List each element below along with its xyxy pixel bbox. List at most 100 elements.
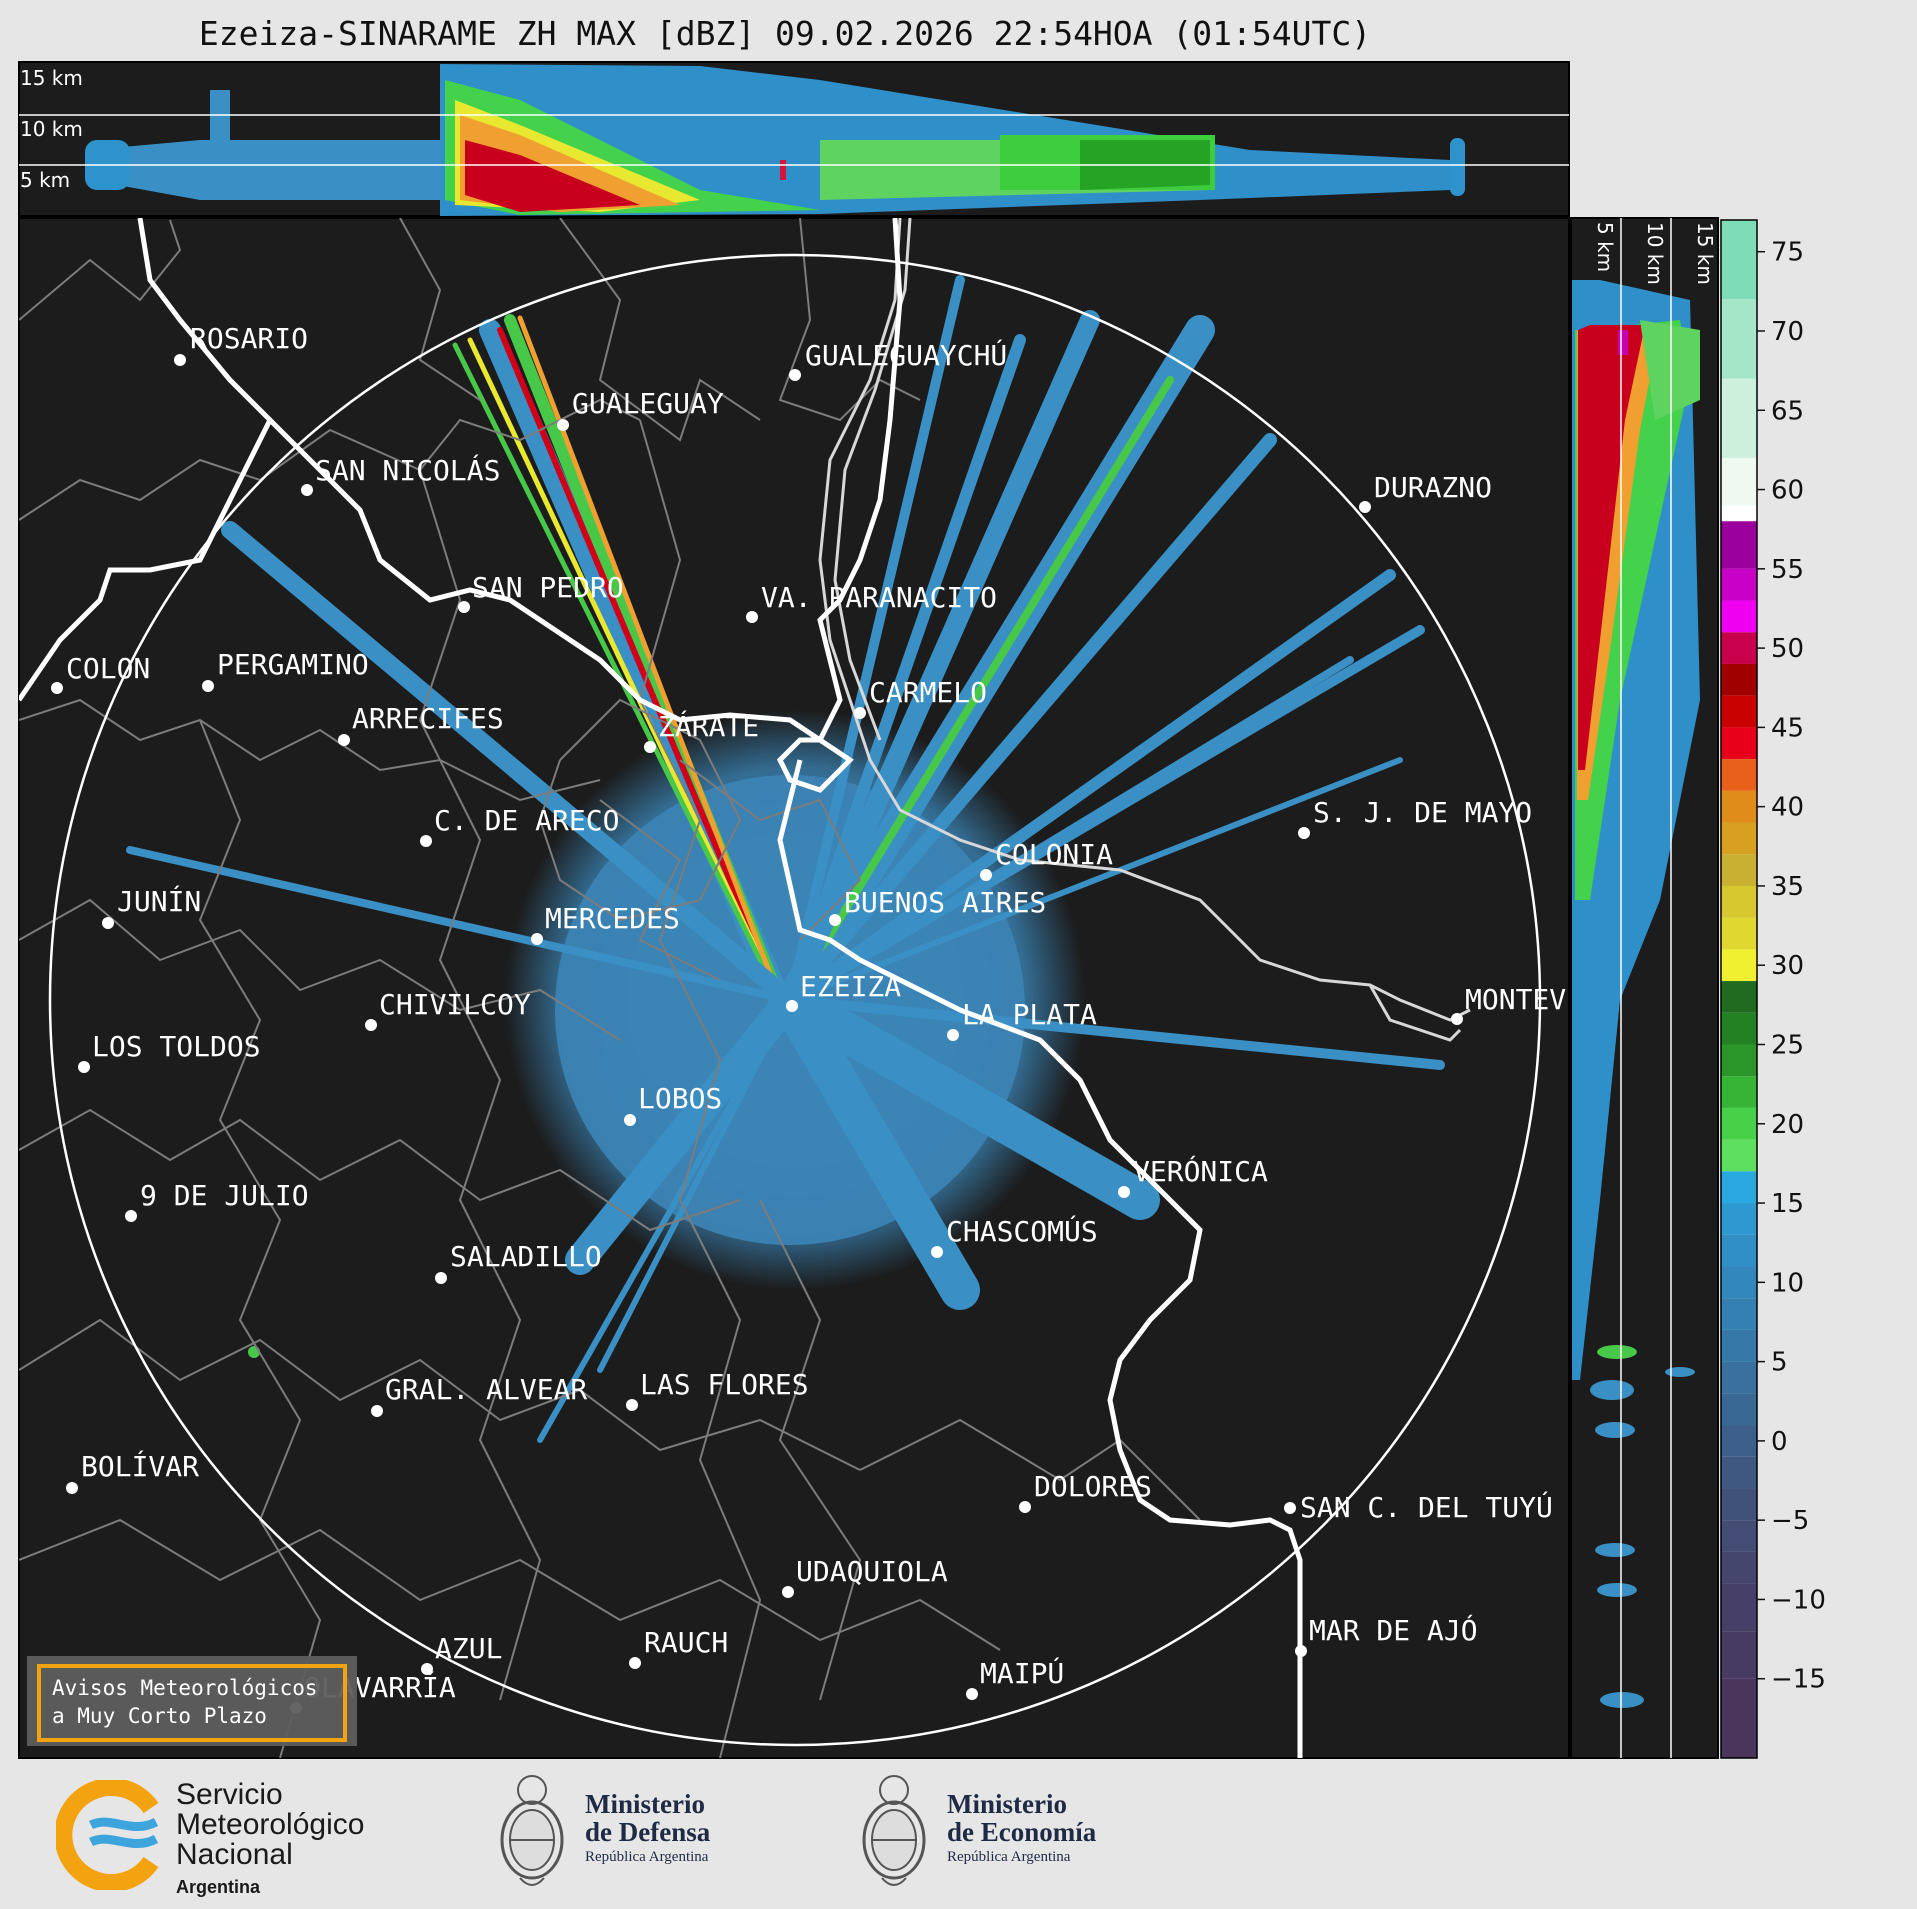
colorbar-band (1721, 568, 1757, 601)
country-borders (19, 218, 1303, 1758)
colorbar-band (1721, 600, 1757, 633)
colorbar-band (1721, 1076, 1757, 1108)
colorbar-band (1721, 1329, 1757, 1362)
city-label: JUNÍN (117, 884, 201, 918)
city-label: GUALEGUAY (572, 387, 724, 420)
side-level-label: 10 km (1643, 222, 1667, 285)
notice-box[interactable]: Avisos Meteorológicos a Muy Corto Plazo (27, 1656, 357, 1746)
colorbar-tick-label: −15 (1771, 1665, 1826, 1695)
city-label: CHIVILCOY (379, 988, 531, 1021)
colorbar-tick-label: 70 (1771, 317, 1804, 347)
coat-of-arms-icon (500, 1775, 564, 1886)
colorbar-band (1721, 378, 1757, 458)
radar-map: ROSARIO GUALEGUAYCHÚ GUALEGUAY SAN NICOL… (18, 217, 1570, 1759)
smn-line-4: Argentina (176, 1877, 261, 1897)
city-label: AZUL (435, 1632, 502, 1665)
smn-line-2: Meteorológico (176, 1808, 365, 1841)
defensa-line-2: de Defensa (585, 1817, 711, 1847)
city-label: LA PLATA (962, 998, 1097, 1031)
city-label: PERGAMINO (217, 648, 369, 681)
colorbar-band (1721, 220, 1757, 300)
city-label: GRAL. ALVEAR (385, 1373, 587, 1406)
colorbar-tick-label: 30 (1771, 951, 1804, 981)
top-level-label: 10 km (20, 117, 83, 141)
colorbar-band (1721, 1107, 1757, 1140)
colorbar-band (1721, 822, 1757, 855)
colorbar-band (1721, 457, 1757, 506)
city-label: MERCEDES (545, 902, 680, 935)
coastline (818, 218, 1471, 1042)
colorbar-band (1721, 1298, 1757, 1330)
colorbar-band (1721, 981, 1757, 1013)
range-ring (48, 253, 1542, 1747)
colorbar-tick-label: 5 (1771, 1348, 1788, 1378)
city-label: DURAZNO (1374, 471, 1492, 504)
city-label: UDAQUIOLA (796, 1555, 948, 1588)
echo-rays (126, 275, 1445, 1443)
colorbar-band (1721, 1203, 1757, 1235)
defensa-logo: Ministerio de Defensa República Argentin… (490, 1768, 820, 1898)
city-label: LOBOS (638, 1082, 722, 1115)
chart-title: Ezeiza-SINARAME ZH MAX [dBZ] 09.02.2026 … (198, 14, 1372, 53)
colorbar-tick-label: 40 (1771, 793, 1804, 823)
city-label: VERÓNICA (1133, 1154, 1268, 1188)
city-label: ZÁRATE (658, 709, 759, 743)
city-label: LAS FLORES (640, 1368, 809, 1401)
colorbar-band (1721, 917, 1757, 950)
city-label: COLON (66, 652, 150, 685)
smn-logo: Servicio Meteorológico Nacional Argentin… (56, 1778, 376, 1897)
colorbar-band (1721, 1520, 1757, 1552)
city-label: CARMELO (869, 676, 987, 709)
economia-line-3: República Argentina (947, 1849, 1071, 1865)
smn-line-1: Servicio (176, 1778, 283, 1811)
colorbar-band (1721, 1044, 1757, 1077)
colorbar-tick-label: 0 (1771, 1427, 1788, 1457)
economia-logo: Ministerio de Economía República Argenti… (852, 1768, 1182, 1898)
city-label: VA. PARANACITO (761, 581, 997, 614)
colorbar-band (1721, 1266, 1757, 1299)
colorbar-band (1721, 1171, 1757, 1204)
colorbar-band (1721, 885, 1757, 918)
defensa-line-3: República Argentina (585, 1849, 709, 1865)
city-label: SALADILLO (450, 1240, 602, 1273)
colorbar-band (1721, 1012, 1757, 1045)
colorbar-tick-label: 60 (1771, 476, 1804, 506)
colorbar-band (1721, 695, 1757, 728)
city-label: GUALEGUAYCHÚ (805, 338, 1007, 372)
city-label: COLONIA (995, 838, 1113, 871)
colorbar-tick-label: 10 (1771, 1268, 1804, 1298)
defensa-line-1: Ministerio (585, 1789, 705, 1819)
city-label: LOS TOLDOS (92, 1030, 261, 1063)
colorbar-band (1721, 1631, 1757, 1679)
notice-line-1: Avisos Meteorológicos (52, 1676, 318, 1700)
city-label: BUENOS AIRES (844, 886, 1046, 919)
notice-line-2: a Muy Corto Plazo (52, 1704, 267, 1728)
colorbar-tick-label: 35 (1771, 872, 1804, 902)
city-markers: ROSARIO GUALEGUAYCHÚ GUALEGUAY SAN NICOL… (51, 322, 1566, 1714)
colorbar-band (1721, 663, 1757, 696)
top-cross-section-panel: 15 km 10 km 5 km (18, 61, 1570, 217)
city-label: ROSARIO (190, 322, 308, 355)
smn-emblem-icon (56, 1780, 159, 1890)
city-label: BOLÍVAR (81, 1449, 199, 1483)
city-label: C. DE ARECO (434, 804, 619, 837)
city-label: 9 DE JULIO (140, 1179, 309, 1212)
economia-line-2: de Economía (947, 1817, 1097, 1847)
colorbar-band (1721, 1678, 1757, 1758)
colorbar-tick-label: 75 (1771, 238, 1804, 268)
colorbar-band (1721, 727, 1757, 760)
city-label: S. J. DE MAYO (1313, 796, 1532, 829)
colorbar-band (1721, 299, 1757, 379)
city-label: MAIPÚ (980, 1656, 1064, 1690)
colorbar-tick-label: 15 (1771, 1189, 1804, 1219)
department-borders (19, 218, 1201, 1758)
colorbar-band (1721, 1456, 1757, 1489)
colorbar-band (1721, 1583, 1757, 1632)
city-label: SAN NICOLÁS (315, 453, 500, 487)
city-label: ARRECIFES (352, 702, 504, 735)
side-cross-section-panel: 5 km 10 km 15 km (1570, 217, 1719, 1759)
smn-line-3: Nacional (176, 1838, 293, 1871)
colorbar-band (1721, 1139, 1757, 1172)
city-label: MAR DE AJÓ (1309, 1613, 1478, 1647)
